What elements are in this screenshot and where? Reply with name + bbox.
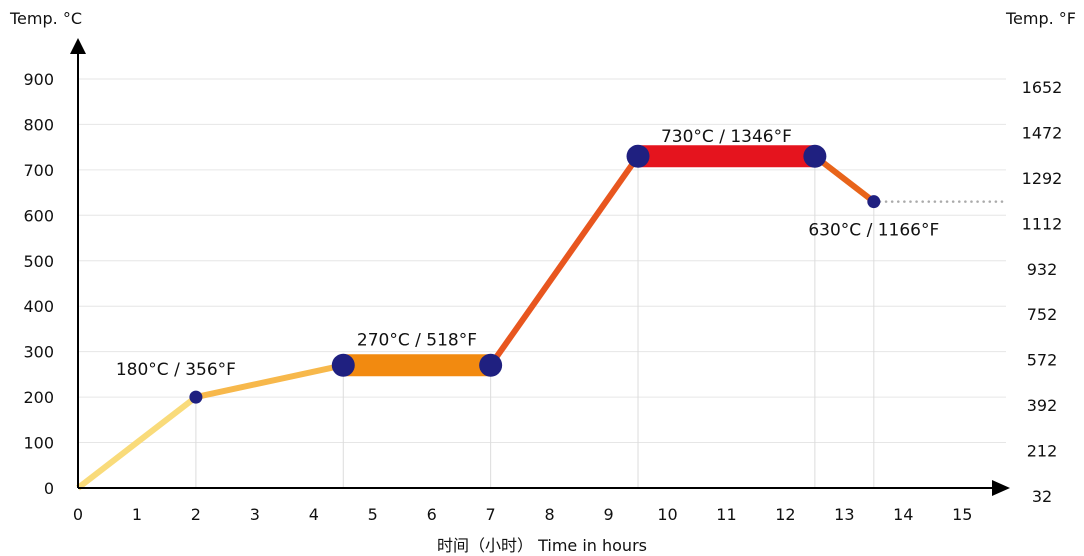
x-tick-label: 15 [952,505,972,524]
y2-tick-label: 1472 [1022,123,1063,142]
y-tick-label: 300 [23,343,54,362]
x-tick-label: 1 [132,505,142,524]
x-tick-label: 7 [486,505,496,524]
y-tick-label: 500 [23,252,54,271]
x-tick-label: 5 [368,505,378,524]
y-tick-label: 400 [23,297,54,316]
y2-tick-label: 572 [1027,351,1058,370]
y-tick-label: 900 [23,70,54,89]
x-tick-label: 13 [834,505,854,524]
y2-axis-title: Temp. °F [1005,9,1076,28]
y-tick-label: 200 [23,388,54,407]
annotation-label: 270°C / 518°F [357,330,477,350]
x-tick-label: 10 [657,505,677,524]
y2-tick-label: 212 [1027,442,1058,461]
series-segment-4 [488,154,641,368]
annotation-layer: 180°C / 356°F 270°C / 518°F 730°C / 1346°F… [116,127,939,380]
annotation-label: 730°C / 1346°F [661,127,792,147]
y2-tick-label: 32 [1032,487,1052,506]
x-tick-label: 11 [716,505,736,524]
y-tick-label: 600 [23,206,54,225]
x-tick-label: 6 [427,505,437,524]
y-axis-title: Temp. °C [9,9,82,28]
grid-layer [78,78,1006,444]
vertical-guide-layer [195,156,875,488]
data-point-4 [626,144,650,168]
x-tick-label: 4 [309,505,319,524]
x-tick-label: 2 [191,505,201,524]
y-tick-label: 800 [23,115,54,134]
y-tick-label: 0 [44,479,54,498]
x-axis-title: 时间（小时） Time in hours [437,536,647,555]
series-segment-1 [76,394,198,491]
data-point-5 [803,144,827,168]
y2-tick-label: 1112 [1022,214,1063,233]
data-point-2 [331,353,355,377]
x-tick-label: 3 [250,505,260,524]
tick-label-layer: 0 1 2 3 4 5 6 7 8 9 10 11 12 13 14 15010020030040050060… [23,70,1062,524]
y2-tick-label: 392 [1027,396,1058,415]
y2-tick-label: 752 [1027,305,1058,324]
x-axis-arrow [992,480,1010,496]
data-point-3 [479,353,503,377]
data-point-6 [867,195,881,209]
x-tick-label: 0 [73,505,83,524]
y2-tick-label: 1652 [1022,78,1063,97]
annotation-label: 630°C / 1166°F [808,221,939,241]
data-point-1 [189,390,203,404]
x-tick-label: 12 [775,505,795,524]
series-layer [76,145,1010,491]
series-segment-6 [813,153,876,205]
y-tick-label: 700 [23,161,54,180]
y2-tick-label: 1292 [1022,169,1063,188]
annotation-label: 180°C / 356°F [116,360,236,380]
y-axis-arrow [70,38,86,54]
marker-layer [189,144,881,404]
series-segment-2 [195,362,344,401]
y-tick-label: 100 [23,434,54,453]
axis-layer [70,38,1010,496]
x-tick-label: 9 [603,505,613,524]
y2-tick-label: 932 [1027,260,1058,279]
x-tick-label: 14 [893,505,913,524]
x-tick-label: 8 [545,505,555,524]
